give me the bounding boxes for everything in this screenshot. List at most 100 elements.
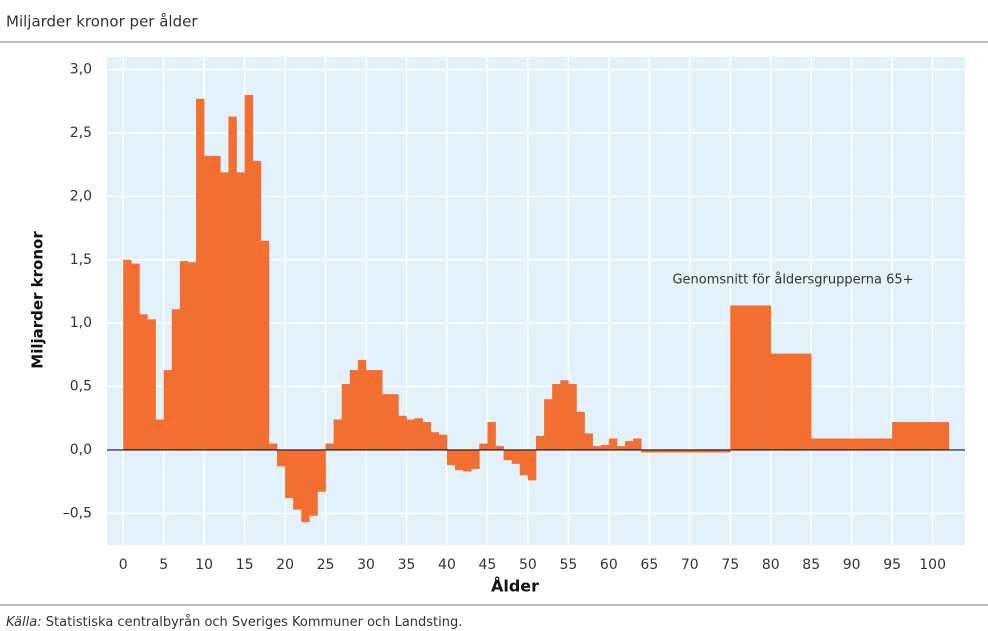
bar <box>592 446 602 450</box>
bar <box>843 438 852 450</box>
y-tick-label: 1,0 <box>70 315 92 331</box>
y-tick-label: 2,0 <box>70 188 92 204</box>
x-tick-label: 25 <box>317 557 335 573</box>
x-tick-label: 5 <box>159 557 168 573</box>
bar <box>786 353 796 450</box>
bar <box>803 353 812 450</box>
bar <box>560 380 569 450</box>
bar <box>900 422 909 450</box>
x-tick-label: 45 <box>479 557 497 573</box>
bar <box>884 438 893 450</box>
bar <box>171 309 181 450</box>
bar <box>155 419 164 450</box>
bar <box>778 353 788 450</box>
bar <box>527 449 537 481</box>
bar <box>584 433 593 450</box>
bar <box>705 449 715 453</box>
x-tick-label: 50 <box>519 557 537 573</box>
bar <box>576 411 585 450</box>
bar <box>722 449 731 453</box>
x-tick-label: 95 <box>883 557 901 573</box>
source: Källa: Statistiska centralbyrån och Sver… <box>6 615 462 630</box>
x-tick-label: 0 <box>119 557 128 573</box>
bar <box>875 438 885 450</box>
y-tick-label: 0,0 <box>70 442 92 458</box>
bar <box>746 305 755 450</box>
x-tick-label: 30 <box>357 557 375 573</box>
bar <box>916 422 925 450</box>
bars <box>123 95 950 523</box>
bar <box>714 449 723 453</box>
bar <box>633 438 642 450</box>
bar <box>819 438 828 450</box>
bar <box>341 384 351 450</box>
x-tick-label: 35 <box>398 557 416 573</box>
bar <box>325 443 334 450</box>
bar <box>228 116 237 450</box>
bar <box>374 370 383 450</box>
bar <box>625 441 634 450</box>
bar <box>673 449 682 453</box>
bar <box>940 422 950 450</box>
bar <box>479 443 488 450</box>
x-tick-label: 80 <box>762 557 780 573</box>
bar <box>503 449 513 461</box>
bar <box>697 449 707 453</box>
annotation: Genomsnitt för åldersgrupperna 65+ <box>672 273 913 288</box>
bar <box>430 432 440 450</box>
bar <box>285 449 294 499</box>
x-tick-label: 85 <box>802 557 820 573</box>
bar <box>446 449 456 466</box>
bar <box>187 262 197 450</box>
bar <box>382 394 391 450</box>
bar <box>301 449 310 523</box>
bar <box>349 370 359 450</box>
bar <box>317 449 326 492</box>
bar <box>212 155 221 450</box>
bar <box>608 438 618 450</box>
bar <box>204 155 213 450</box>
bar <box>932 422 942 450</box>
bar <box>398 415 407 450</box>
bar <box>892 422 901 450</box>
x-axis-label: Ålder <box>491 577 539 596</box>
bar <box>268 443 278 450</box>
bar <box>908 422 917 450</box>
bar <box>196 98 205 450</box>
bar <box>511 449 521 464</box>
bar <box>309 449 318 516</box>
bar <box>390 394 399 450</box>
bar <box>147 319 156 450</box>
bar <box>552 384 561 450</box>
bar <box>811 438 820 450</box>
bar <box>455 449 464 471</box>
x-tick-label: 55 <box>559 557 577 573</box>
bar <box>867 438 877 450</box>
bar <box>851 438 861 450</box>
bar <box>762 305 772 450</box>
bar <box>657 449 666 453</box>
bar <box>293 449 302 510</box>
bar <box>754 305 763 450</box>
bar <box>730 305 739 450</box>
bar <box>519 449 529 476</box>
source-label: Källa: <box>6 615 42 630</box>
x-tick-label: 75 <box>721 557 739 573</box>
bar <box>536 435 545 450</box>
x-tick-label: 40 <box>438 557 456 573</box>
x-tick-label: 15 <box>236 557 254 573</box>
bar <box>333 419 343 450</box>
x-tick-label: 20 <box>276 557 294 573</box>
y-tick-label: –0,5 <box>63 505 92 521</box>
bar <box>641 449 650 453</box>
bar <box>179 261 189 450</box>
bar <box>220 172 229 450</box>
bar <box>422 422 432 450</box>
bar <box>406 419 415 450</box>
bar <box>438 434 448 450</box>
bar <box>366 370 375 450</box>
bar <box>276 449 286 467</box>
bar <box>770 353 780 450</box>
x-tick-label: 10 <box>195 557 213 573</box>
